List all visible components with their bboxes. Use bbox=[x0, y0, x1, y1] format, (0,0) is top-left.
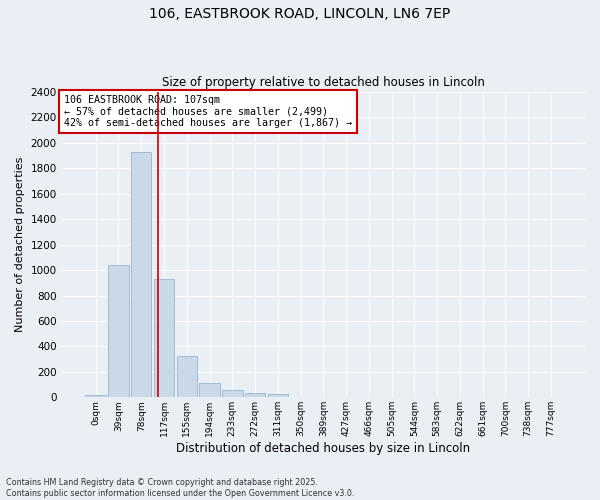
Text: 106, EASTBROOK ROAD, LINCOLN, LN6 7EP: 106, EASTBROOK ROAD, LINCOLN, LN6 7EP bbox=[149, 8, 451, 22]
Text: 106 EASTBROOK ROAD: 107sqm
← 57% of detached houses are smaller (2,499)
42% of s: 106 EASTBROOK ROAD: 107sqm ← 57% of deta… bbox=[64, 95, 352, 128]
Bar bbox=[222, 390, 242, 398]
Bar bbox=[108, 265, 129, 398]
Text: Contains HM Land Registry data © Crown copyright and database right 2025.
Contai: Contains HM Land Registry data © Crown c… bbox=[6, 478, 355, 498]
Bar bbox=[268, 394, 288, 398]
Bar bbox=[176, 356, 197, 398]
Title: Size of property relative to detached houses in Lincoln: Size of property relative to detached ho… bbox=[162, 76, 485, 90]
Bar bbox=[154, 279, 174, 398]
Bar bbox=[199, 384, 220, 398]
Bar bbox=[245, 393, 265, 398]
Bar bbox=[131, 152, 151, 398]
X-axis label: Distribution of detached houses by size in Lincoln: Distribution of detached houses by size … bbox=[176, 442, 470, 455]
Y-axis label: Number of detached properties: Number of detached properties bbox=[15, 157, 25, 332]
Bar bbox=[85, 394, 106, 398]
